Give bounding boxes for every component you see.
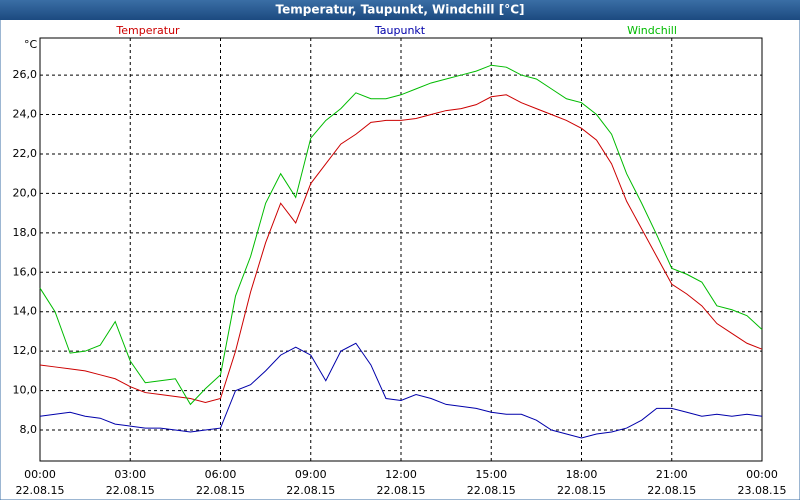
y-tick-label: 8,0 bbox=[20, 423, 38, 436]
series-line bbox=[39, 342, 763, 439]
x-tick-label: 03:00 22.08.15 bbox=[106, 468, 155, 497]
y-tick-label: 10,0 bbox=[13, 384, 38, 397]
y-tick-label: 12,0 bbox=[13, 344, 38, 357]
x-tick-label: 12:00 22.08.15 bbox=[377, 468, 426, 497]
chart-title: Temperatur, Taupunkt, Windchill [°C] bbox=[276, 3, 525, 17]
y-tick-label: 18,0 bbox=[13, 226, 38, 239]
title-bar bbox=[0, 0, 800, 20]
legend-label: Taupunkt bbox=[374, 24, 426, 37]
x-tick-label: 15:00 22.08.15 bbox=[467, 468, 516, 497]
legend-label: Temperatur bbox=[115, 24, 180, 37]
y-tick-label: 16,0 bbox=[13, 265, 38, 278]
series-line bbox=[39, 64, 763, 406]
legend-label: Windchill bbox=[627, 24, 677, 37]
y-tick-label: 24,0 bbox=[13, 108, 38, 121]
y-tick-label: 20,0 bbox=[13, 186, 38, 199]
x-tick-label: 00:00 22.08.15 bbox=[16, 468, 65, 497]
x-tick-label: 06:00 22.08.15 bbox=[196, 468, 245, 497]
y-axis-label: °C bbox=[24, 38, 38, 51]
x-tick-label: 18:00 22.08.15 bbox=[557, 468, 606, 497]
y-tick-label: 14,0 bbox=[13, 305, 38, 318]
x-tick-label: 21:00 22.08.15 bbox=[647, 468, 696, 497]
y-tick-label: 26,0 bbox=[13, 68, 38, 81]
x-tick-label: 00:00 23.08.15 bbox=[738, 468, 787, 497]
y-tick-label: 22,0 bbox=[13, 147, 38, 160]
x-tick-label: 09:00 22.08.15 bbox=[286, 468, 335, 497]
series-line bbox=[39, 94, 763, 403]
